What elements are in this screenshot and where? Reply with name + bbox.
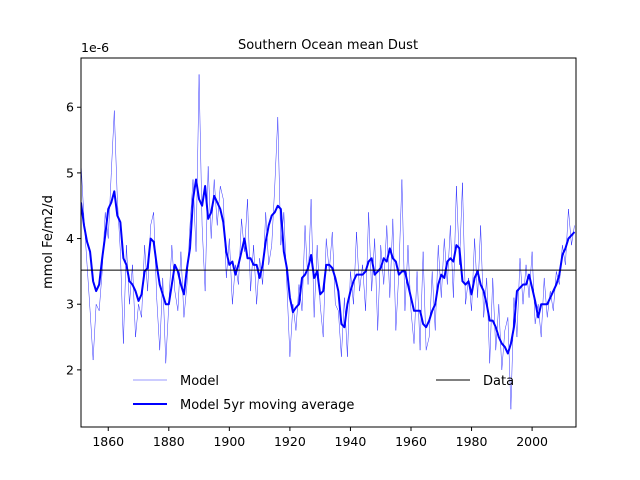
x-tick-label: 2000 [516,434,548,449]
axes-frame [80,57,577,428]
chart-title: Southern Ocean mean Dust [238,38,418,53]
legend-label: Model [180,374,219,389]
y-tick-label: 4 [66,231,74,246]
y-offset-label: 1e-6 [81,40,109,55]
x-tick-label: 1960 [395,434,427,449]
x-tick-label: 1900 [213,434,245,449]
x-tick-label: 1980 [456,434,488,449]
y-tick-label: 3 [66,297,74,312]
x-tick-label: 1940 [335,434,367,449]
y-axis-label: mmol Fe/m2/d [41,195,56,289]
x-tick-label: 1920 [274,434,306,449]
x-tick-label: 1880 [153,434,185,449]
y-tick-label: 2 [66,362,74,377]
legend-label: Model 5yr moving average [180,398,354,413]
legend-label: Data [483,374,514,389]
x-tick-label: 1860 [92,434,124,449]
y-tick-label: 6 [66,100,74,115]
series-line [81,178,576,355]
y-tick-label: 5 [66,165,74,180]
plot-area [81,74,576,410]
series-line [81,74,575,410]
